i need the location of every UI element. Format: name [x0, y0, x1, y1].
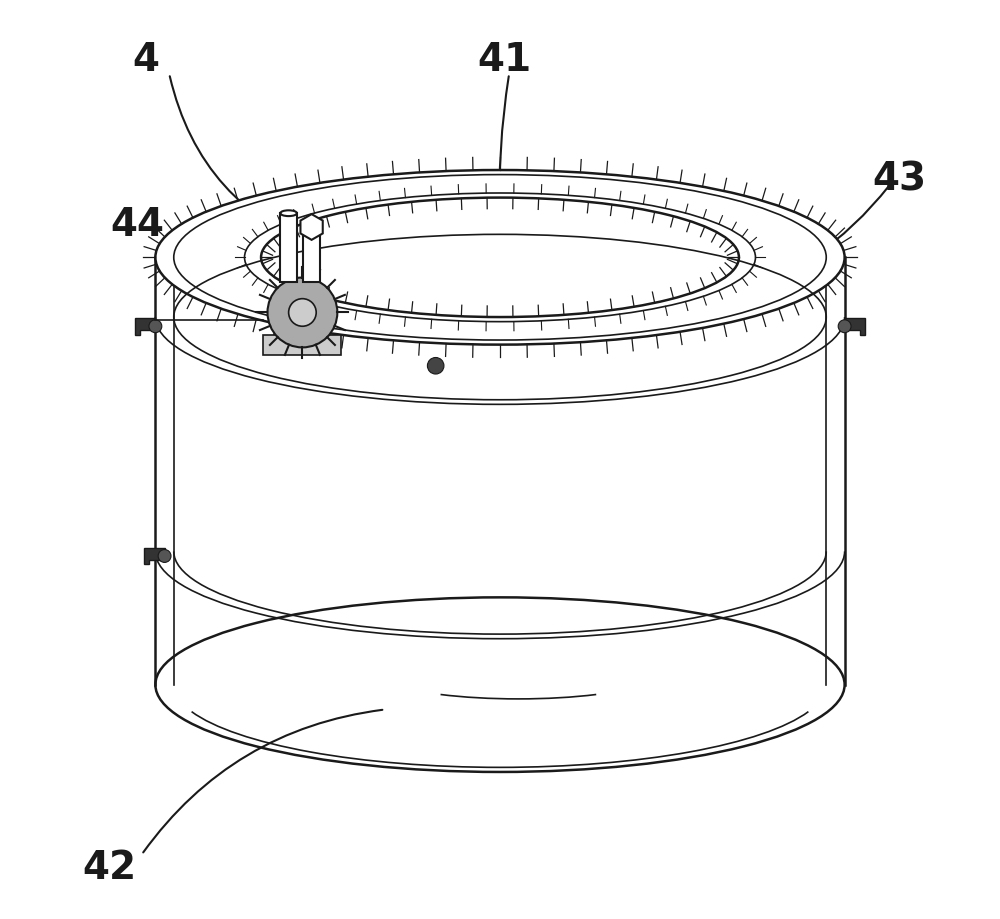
Circle shape — [149, 320, 162, 333]
Polygon shape — [300, 214, 323, 240]
Circle shape — [427, 357, 444, 374]
Polygon shape — [845, 318, 865, 335]
Ellipse shape — [155, 597, 845, 772]
Text: 44: 44 — [110, 206, 164, 244]
Circle shape — [838, 320, 851, 333]
Ellipse shape — [261, 198, 739, 317]
Text: 43: 43 — [873, 160, 927, 199]
FancyBboxPatch shape — [303, 227, 320, 282]
Circle shape — [289, 299, 316, 326]
Circle shape — [158, 550, 171, 562]
Polygon shape — [135, 318, 155, 335]
FancyBboxPatch shape — [263, 335, 341, 355]
Text: 4: 4 — [133, 40, 160, 79]
Circle shape — [267, 278, 337, 347]
Text: 42: 42 — [82, 849, 136, 888]
FancyBboxPatch shape — [280, 213, 297, 282]
Polygon shape — [144, 548, 165, 564]
Ellipse shape — [280, 210, 297, 216]
Text: 41: 41 — [478, 40, 532, 79]
Ellipse shape — [155, 170, 845, 345]
